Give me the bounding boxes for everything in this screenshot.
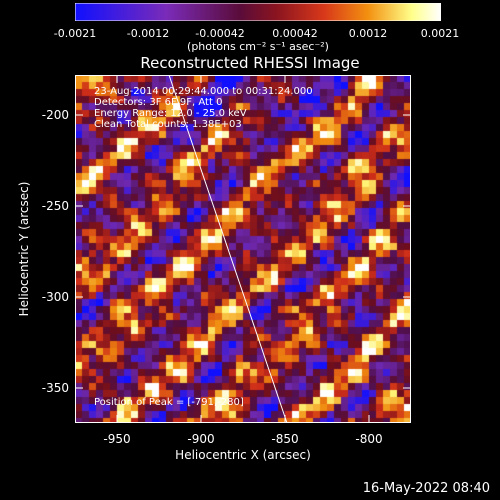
colorbar-tick: -0.00042	[195, 27, 245, 40]
annotation-energy-range: Energy Range: 12.0 - 25.0 keV	[94, 108, 247, 119]
colorbar-tick: 0.00042	[272, 27, 318, 40]
y-tick-label: -350	[41, 381, 69, 395]
x-tick-label: -950	[103, 432, 131, 446]
footer-date: 16-May-2022 08:40	[362, 481, 490, 496]
colorbar-tick: -0.0012	[126, 27, 170, 40]
y-tick-label: -300	[41, 290, 69, 304]
image-canvas	[75, 75, 411, 423]
x-tick-label: -800	[355, 432, 383, 446]
colorbar	[75, 3, 441, 21]
annotation-peak-position: Position of Peak = [-791,-280]	[94, 397, 244, 408]
annotation-clean-counts: Clean Total counts: 1.38E+03	[94, 119, 242, 130]
colorbar-tick: -0.0021	[53, 27, 97, 40]
annotation-time-range: 23-Aug-2014 00:29:44.000 to 00:31:24.000	[94, 86, 313, 97]
solar-limb-line	[168, 75, 288, 423]
x-axis-label: Heliocentric X (arcsec)	[175, 448, 311, 462]
x-tick-label: -900	[187, 432, 215, 446]
y-axis-label: Heliocentric Y (arcsec)	[17, 181, 31, 317]
colorbar-tick: 0.0012	[348, 27, 388, 40]
plot-frame	[75, 75, 411, 423]
y-tick-label: -250	[41, 199, 69, 213]
colorbar-unit-label: (photons cm⁻² s⁻¹ asec⁻²)	[187, 40, 329, 53]
rhessi-image: 23-Aug-2014 00:29:44.000 to 00:31:24.000…	[75, 75, 411, 423]
x-tick-label: -850	[271, 432, 299, 446]
y-tick-label: -200	[41, 108, 69, 122]
plot-title: Reconstructed RHESSI Image	[140, 54, 360, 72]
colorbar-tick: 0.0021	[420, 27, 460, 40]
annotation-detectors: Detectors: 3F 6F 9F, Att 0	[94, 97, 223, 108]
